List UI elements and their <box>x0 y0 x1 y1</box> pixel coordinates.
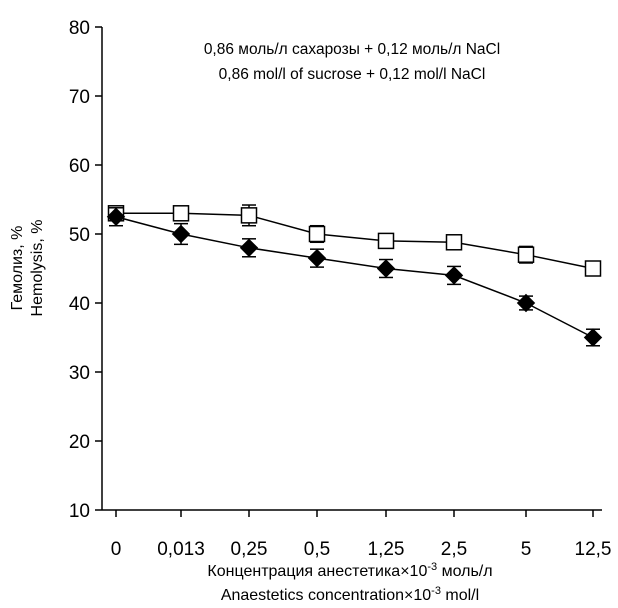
series-1 <box>107 204 602 277</box>
x-tick-label: 1,25 <box>368 539 405 560</box>
data-point-diamond <box>516 293 536 313</box>
y-tick-label: 60 <box>69 156 90 177</box>
y-axis-title-line-1: Гемолиз, % <box>9 226 26 311</box>
series-2 <box>106 207 603 347</box>
data-point-diamond <box>307 248 327 268</box>
x-axis-title-2-unit: mol/l <box>441 587 479 604</box>
x-tick-label: 5 <box>521 539 532 560</box>
data-point-square <box>172 205 190 222</box>
y-tick-label: 70 <box>69 87 90 108</box>
data-point-diamond <box>583 328 603 347</box>
series-layer <box>106 204 603 347</box>
x-tick-label: 0,25 <box>231 539 268 560</box>
data-point-square <box>584 260 602 277</box>
y-tick-label: 10 <box>69 501 90 522</box>
data-point-square <box>240 207 258 224</box>
y-axis-title-line-2: Hemolysis, % <box>29 220 46 317</box>
data-point-diamond <box>239 238 259 258</box>
data-point-diamond <box>444 266 464 285</box>
y-tick-label: 30 <box>69 363 90 384</box>
data-point-diamond <box>171 224 191 244</box>
axes <box>101 27 602 511</box>
y-tick-label: 20 <box>69 432 90 453</box>
y-axis-title: Гемолиз, % Hemolysis, % <box>9 220 46 317</box>
x-axis-title-2-exp: -3 <box>431 585 441 597</box>
x-axis-title-1-exp: -3 <box>427 561 437 573</box>
x-tick-label: 12,5 <box>575 539 612 560</box>
data-point-square <box>377 232 395 250</box>
data-point-square <box>517 246 535 263</box>
x-axis-title-line-1: Концентрация анестетика×10-3 моль/л <box>207 561 492 580</box>
x-axis-title: Концентрация анестетика×10-3 моль/л Anae… <box>207 561 492 604</box>
annotation-line-1: 0,86 моль/л сахарозы + 0,12 моль/л NaCl <box>204 41 500 58</box>
data-point-square <box>445 234 463 251</box>
data-point-square <box>308 225 326 243</box>
y-tick-label: 50 <box>69 225 90 246</box>
series-line <box>115 216 594 339</box>
chart-annotation: 0,86 моль/л сахарозы + 0,12 моль/л NaCl … <box>204 41 500 83</box>
series-line <box>116 212 594 270</box>
data-point-diamond <box>106 207 126 226</box>
x-ticks: 0 0,013 0,25 0,5 1,25 2,5 5 12,5 <box>111 510 612 560</box>
x-tick-label: 0,013 <box>157 539 205 560</box>
x-axis-title-line-2: Anaestetics concentration×10-3 mol/l <box>221 585 479 604</box>
y-tick-label: 40 <box>69 294 90 315</box>
x-tick-label: 0 <box>111 539 122 560</box>
x-axis-title-2-main: Anaestetics concentration×10 <box>221 587 431 604</box>
x-tick-label: 0,5 <box>304 539 330 560</box>
y-tick-label: 80 <box>69 18 90 39</box>
annotation-line-2: 0,86 mol/l of sucrose + 0,12 mol/l NaCl <box>219 66 486 83</box>
x-axis-title-1-main: Концентрация анестетика×10 <box>207 563 427 580</box>
x-axis-title-1-unit: моль/л <box>437 563 492 580</box>
y-ticks: 10 20 30 40 50 60 70 80 <box>69 18 102 522</box>
data-point-diamond <box>376 259 396 278</box>
x-tick-label: 2,5 <box>441 539 467 560</box>
